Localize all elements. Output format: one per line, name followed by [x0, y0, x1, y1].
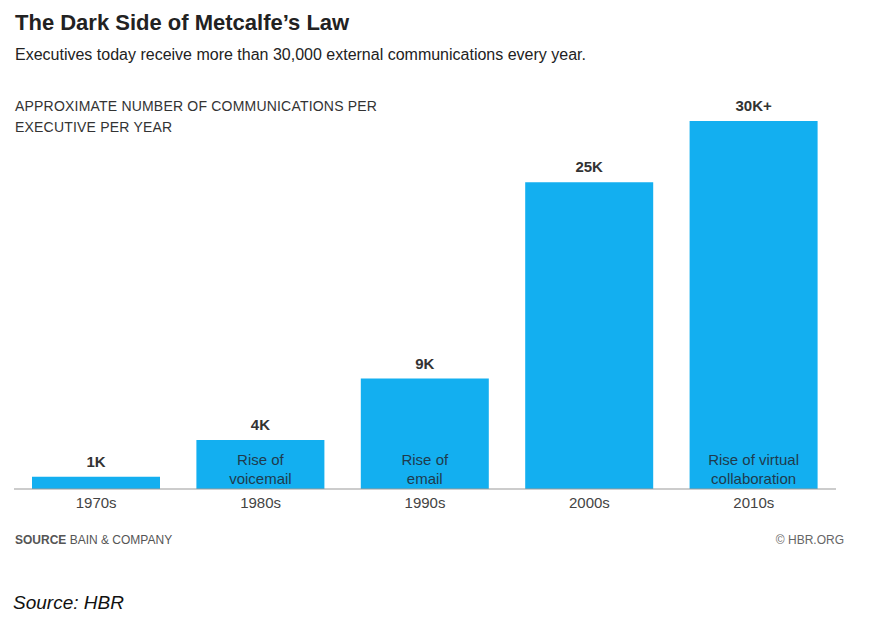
svg-text:2000s: 2000s [569, 494, 610, 511]
svg-text:Rise of virtualcollaboration: Rise of virtualcollaboration [708, 451, 799, 487]
svg-text:1K: 1K [86, 453, 105, 470]
svg-text:1970s: 1970s [76, 494, 117, 511]
svg-text:4K: 4K [251, 416, 270, 433]
html-text:SOURCE BAIN & COMPANY: SOURCE BAIN & COMPANY [15, 533, 173, 547]
svg-text:Rise ofemail: Rise ofemail [401, 451, 449, 487]
svg-text:Rise ofvoicemail: Rise ofvoicemail [229, 451, 292, 487]
svg-text:9K: 9K [415, 355, 434, 372]
html-text:APPROXIMATE NUMBER OF COMMUNIC: APPROXIMATE NUMBER OF COMMUNICATIONS PER… [15, 98, 378, 135]
html-text:Source: HBR: Source: HBR [13, 592, 124, 613]
svg-text:1990s: 1990s [405, 494, 446, 511]
html-text:© HBR.ORG: © HBR.ORG [775, 533, 844, 547]
svg-text:25K: 25K [575, 158, 603, 175]
svg-text:1980s: 1980s [240, 494, 281, 511]
svg-text:2010s: 2010s [733, 494, 774, 511]
html-text:The Dark Side of Metcalfe’s La: The Dark Side of Metcalfe’s Law [15, 10, 350, 35]
svg-text:30K+: 30K+ [735, 98, 772, 114]
html-text:Executives today receive more: Executives today receive more than 30,00… [15, 46, 586, 63]
